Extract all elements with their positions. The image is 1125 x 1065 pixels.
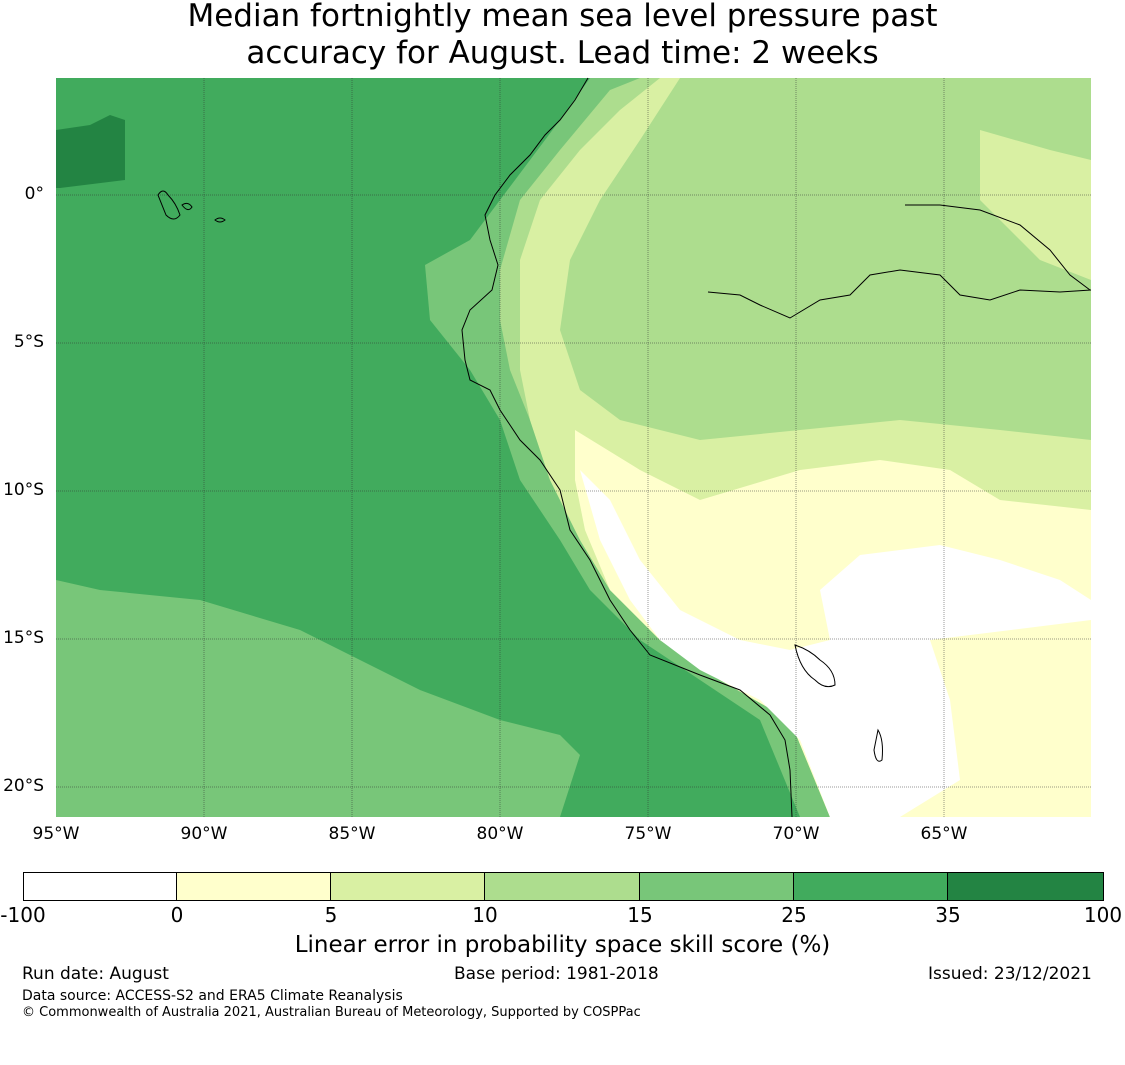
- lat-label: 10°S: [3, 480, 44, 500]
- lon-label: 80°W: [476, 824, 524, 844]
- colorbar-swatch: [23, 872, 177, 900]
- base-period: Base period: 1981-2018: [454, 964, 659, 984]
- colorbar-swatch: [640, 872, 794, 900]
- copyright: © Commonwealth of Australia 2021, Austra…: [22, 1005, 641, 1020]
- coastline: [461, 77, 793, 818]
- lon-label: 70°W: [772, 824, 820, 844]
- colorbar-tick: 25: [781, 903, 807, 927]
- map-gridlines: [56, 78, 1091, 817]
- colorbar-swatch: [948, 872, 1104, 900]
- lat-label: 0°: [24, 184, 44, 204]
- amazon-river: [707, 269, 1092, 319]
- lon-label: 90°W: [180, 824, 228, 844]
- lake-titicaca: [794, 644, 883, 762]
- colorbar-tick: -100: [0, 903, 46, 927]
- colorbar-swatch: [177, 872, 331, 900]
- colorbar-label: Linear error in probability space skill …: [294, 932, 831, 958]
- chart-title-line-2: accuracy for August. Lead time: 2 weeks: [246, 35, 879, 71]
- colorbar-swatch: [331, 872, 485, 900]
- lon-label: 95°W: [32, 824, 80, 844]
- data-source: Data source: ACCESS-S2 and ERA5 Climate …: [22, 988, 403, 1004]
- lon-label: 75°W: [624, 824, 672, 844]
- skill-score-map: [56, 77, 1092, 818]
- lon-label: 85°W: [328, 824, 376, 844]
- lat-label: 5°S: [13, 332, 44, 352]
- lon-label: 65°W: [920, 824, 968, 844]
- lat-label: 15°S: [3, 628, 44, 648]
- colorbar-tick: 0: [170, 903, 184, 927]
- issued-date: Issued: 23/12/2021: [928, 964, 1092, 984]
- map-region-5-10-ne: [980, 130, 1091, 280]
- colorbar-tick: 35: [935, 903, 961, 927]
- colorbar-tick: 100: [1083, 903, 1123, 927]
- colorbar-tick: 5: [324, 903, 338, 927]
- map-region-negative: [580, 470, 1091, 817]
- colorbar-tick: 15: [627, 903, 653, 927]
- river-north: [905, 204, 1091, 291]
- galapagos-islands: [157, 190, 226, 223]
- colorbar-tick: 10: [472, 903, 498, 927]
- lat-label: 20°S: [3, 776, 44, 796]
- colorbar-swatch: [485, 872, 640, 900]
- colorbar-swatch: [794, 872, 948, 900]
- run-date: Run date: August: [22, 964, 169, 984]
- chart-title-line-1: Median fortnightly mean sea level pressu…: [187, 0, 938, 34]
- map-region-35-100: [56, 115, 125, 188]
